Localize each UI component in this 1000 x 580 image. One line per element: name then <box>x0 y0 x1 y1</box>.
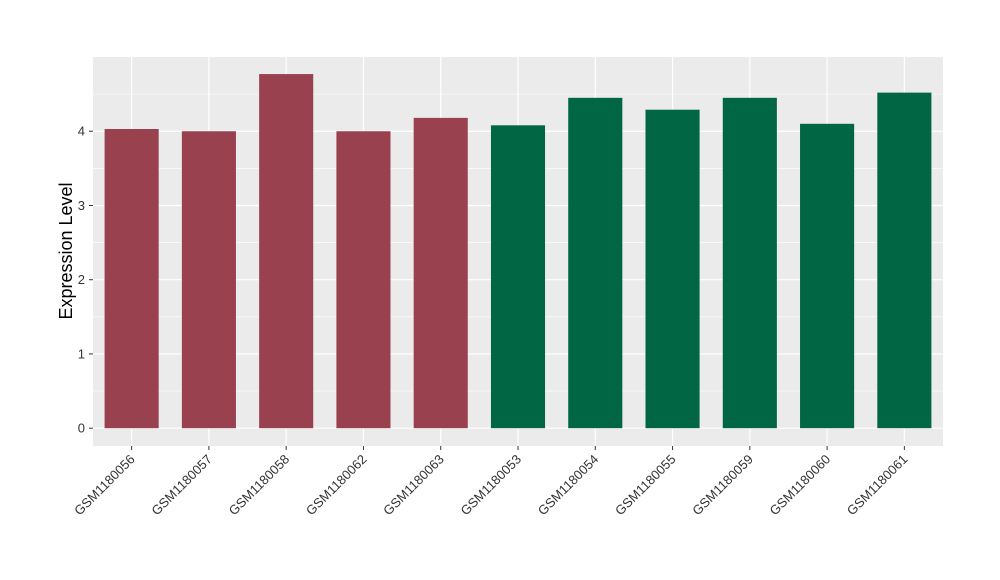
y-tick-label: 1 <box>78 346 85 361</box>
x-tick-label: GSM1180057 <box>148 452 215 519</box>
x-tick-label: GSM1180062 <box>303 452 370 519</box>
y-tick-label: 3 <box>78 198 85 213</box>
bar-GSM1180063 <box>413 117 468 429</box>
bar-GSM1180054 <box>568 97 623 429</box>
x-tick-label: GSM1180053 <box>457 452 524 519</box>
bar-GSM1180060 <box>800 123 855 429</box>
bar-GSM1180062 <box>336 131 391 429</box>
x-tick-label: GSM1180054 <box>535 452 602 519</box>
bar-GSM1180056 <box>104 129 159 429</box>
y-tick-label: 2 <box>78 272 85 287</box>
bar-GSM1180057 <box>181 131 236 429</box>
x-tick-label: GSM1180061 <box>844 452 911 519</box>
bar-GSM1180061 <box>877 92 932 429</box>
bar-GSM1180055 <box>645 109 700 429</box>
bar-GSM1180058 <box>259 74 314 429</box>
x-tick-label: GSM1180056 <box>71 452 138 519</box>
y-tick-label: 0 <box>78 421 85 436</box>
y-tick-label: 4 <box>78 124 85 139</box>
x-tick-label: GSM1180055 <box>612 452 679 519</box>
y-axis-label: Expression Level <box>56 182 76 319</box>
bar-GSM1180059 <box>722 97 777 429</box>
bar-GSM1180053 <box>490 125 546 429</box>
x-tick-label: GSM1180059 <box>689 452 756 519</box>
x-tick-label: GSM1180058 <box>226 452 293 519</box>
x-tick-label: GSM1180060 <box>767 452 834 519</box>
x-tick-label: GSM1180063 <box>380 452 447 519</box>
